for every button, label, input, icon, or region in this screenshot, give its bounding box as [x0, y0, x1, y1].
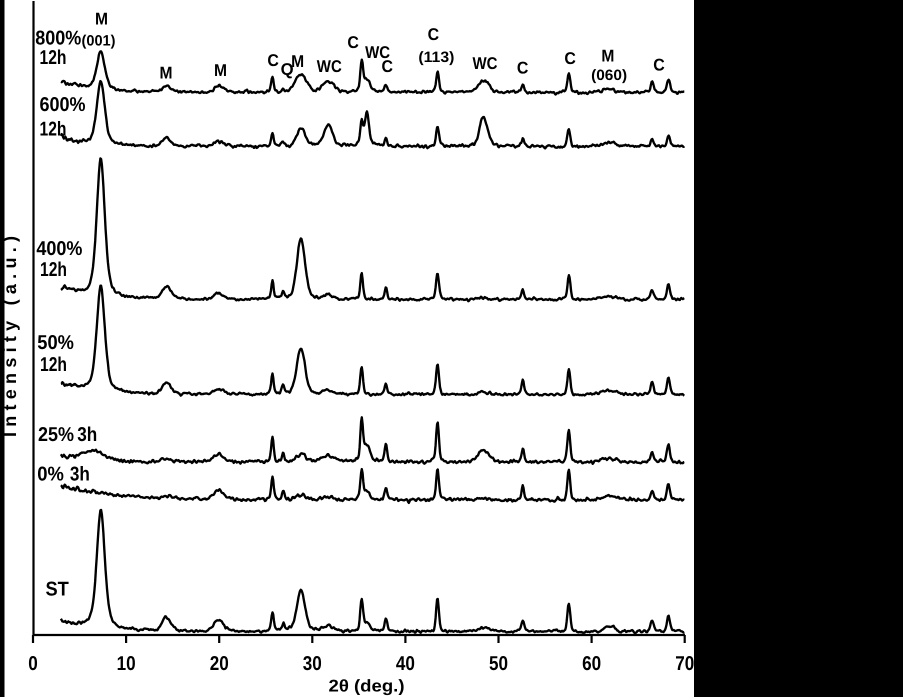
- svg-text:2θ (deg.): 2θ (deg.): [329, 677, 405, 696]
- svg-text:C: C: [347, 33, 359, 52]
- svg-text:600%: 600%: [40, 94, 86, 116]
- svg-text:10: 10: [117, 653, 136, 675]
- svg-text:(001): (001): [82, 33, 116, 50]
- svg-text:M: M: [160, 63, 173, 82]
- svg-text:12h: 12h: [40, 47, 67, 69]
- svg-text:M: M: [291, 52, 304, 71]
- svg-text:12h: 12h: [40, 354, 67, 376]
- svg-text:800%: 800%: [35, 27, 81, 49]
- svg-text:Q: Q: [281, 60, 294, 79]
- svg-text:C: C: [653, 56, 665, 75]
- svg-text:30: 30: [303, 653, 322, 675]
- svg-text:C: C: [517, 59, 529, 78]
- svg-text:M: M: [601, 47, 614, 66]
- svg-text:WC: WC: [365, 43, 390, 62]
- svg-text:12h: 12h: [40, 259, 67, 281]
- svg-text:70: 70: [675, 653, 694, 675]
- svg-text:Intensity (a.u.): Intensity (a.u.): [0, 236, 20, 437]
- svg-text:M: M: [95, 10, 108, 29]
- svg-text:C: C: [564, 49, 576, 68]
- svg-text:(113): (113): [418, 49, 454, 66]
- svg-text:12h: 12h: [40, 119, 67, 141]
- svg-text:C: C: [428, 25, 440, 44]
- svg-text:400%: 400%: [36, 238, 82, 260]
- svg-text:0: 0: [28, 653, 38, 675]
- svg-text:3h: 3h: [70, 464, 90, 486]
- svg-text:M: M: [214, 61, 227, 80]
- svg-text:60: 60: [582, 653, 601, 675]
- svg-text:C: C: [381, 57, 393, 76]
- svg-text:C: C: [267, 51, 279, 70]
- svg-text:ST: ST: [46, 579, 69, 601]
- svg-text:WC: WC: [473, 54, 498, 73]
- svg-text:50: 50: [489, 653, 508, 675]
- svg-text:(060): (060): [591, 67, 627, 84]
- svg-text:0%: 0%: [37, 464, 64, 486]
- svg-text:20: 20: [210, 653, 229, 675]
- svg-text:40: 40: [396, 653, 415, 675]
- svg-text:3h: 3h: [77, 424, 97, 446]
- svg-text:25%: 25%: [38, 424, 74, 446]
- svg-text:50%: 50%: [37, 332, 74, 354]
- svg-text:WC: WC: [317, 57, 342, 76]
